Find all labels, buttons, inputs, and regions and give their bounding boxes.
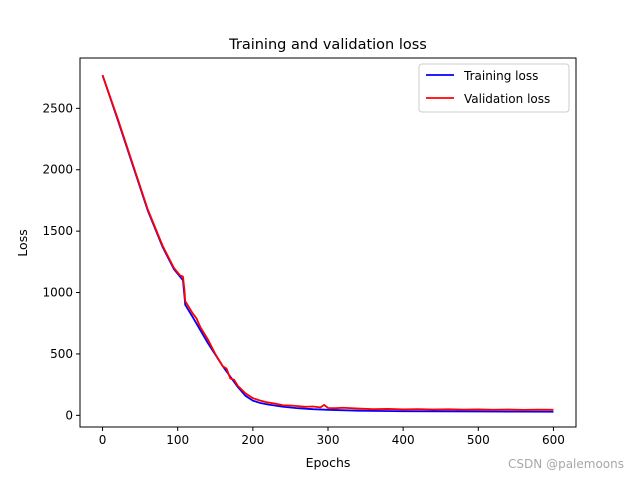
y-tick-label: 0 <box>65 408 73 422</box>
y-tick-label: 500 <box>50 347 73 361</box>
series-lines <box>101 74 554 413</box>
y-tick-label: 2000 <box>42 163 73 177</box>
x-tick-label: 0 <box>99 433 107 447</box>
x-tick-label: 400 <box>392 433 415 447</box>
legend-label-training-loss: Training loss <box>463 69 538 83</box>
legend-box <box>418 63 570 113</box>
legend: Training loss Validation loss <box>418 63 570 113</box>
watermark: CSDN @palemoons <box>508 457 624 471</box>
series-line-validation-loss <box>101 74 554 411</box>
y-tick-label: 1000 <box>42 286 73 300</box>
x-axis-label: Epochs <box>306 455 351 470</box>
x-tick-label: 100 <box>166 433 189 447</box>
x-tick-label: 200 <box>241 433 264 447</box>
legend-label-validation-loss: Validation loss <box>464 92 550 106</box>
x-tick-label: 600 <box>542 433 565 447</box>
x-tick-label: 500 <box>467 433 490 447</box>
y-tick-label: 1500 <box>42 224 73 238</box>
chart-title: Training and validation loss <box>228 37 427 53</box>
x-axis-ticks: 0 100 200 300 400 500 600 <box>99 427 565 447</box>
x-tick-label: 300 <box>317 433 340 447</box>
y-tick-label: 2500 <box>42 101 73 115</box>
plot-frame <box>79 57 577 428</box>
y-axis-ticks: 0 500 1000 1500 2000 2500 <box>42 101 80 422</box>
y-axis-label: Loss <box>15 229 30 256</box>
